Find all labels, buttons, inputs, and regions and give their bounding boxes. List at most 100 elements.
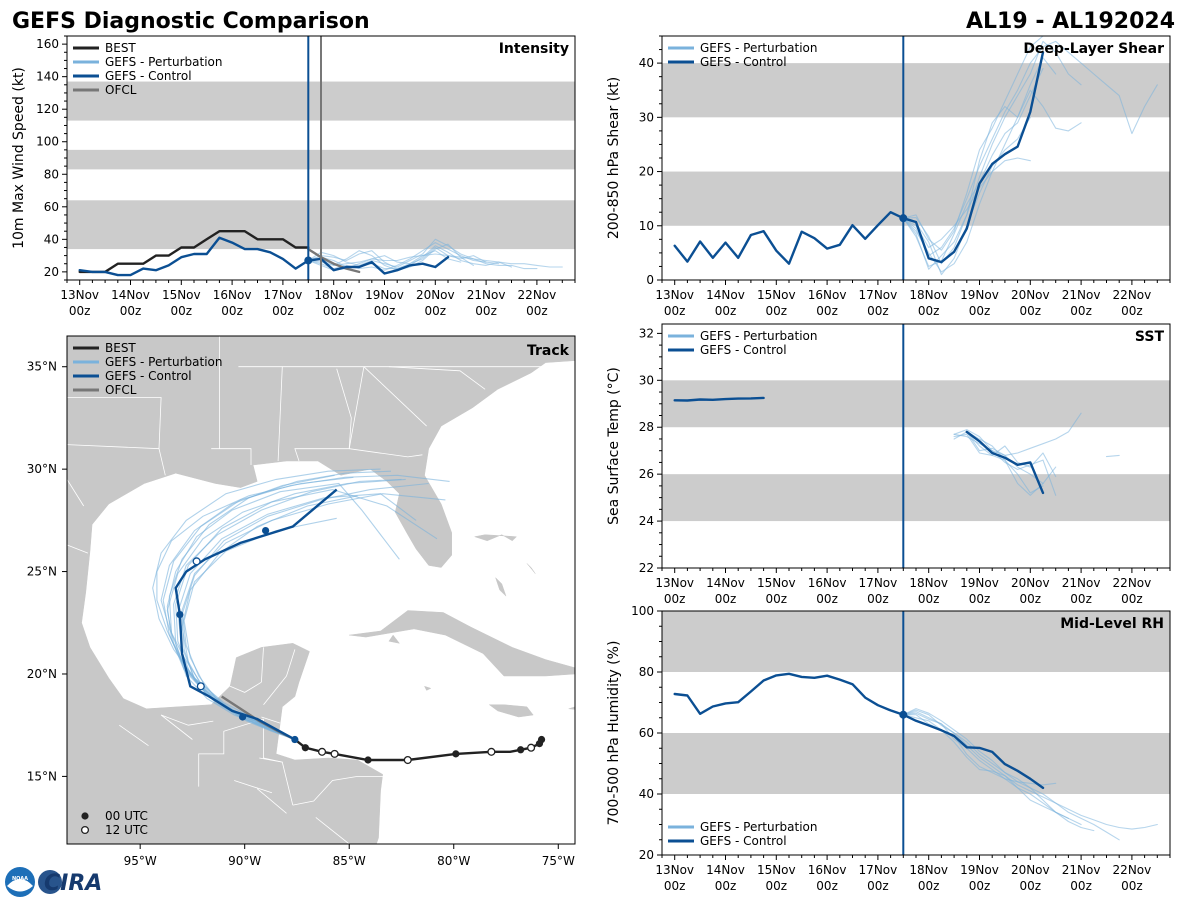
intensity-series-control-1 — [78, 236, 450, 277]
intensity-title: Intensity — [499, 41, 569, 57]
rh-xtick-day: 16Nov — [808, 863, 847, 877]
shear-ytick-label-1: 10 — [639, 219, 654, 233]
rh-xtick-hour: 00z — [969, 879, 991, 893]
sst-legend-label-perturbation: GEFS - Perturbation — [700, 329, 817, 343]
border-line-20 — [160, 714, 214, 726]
shear-series-perturbation-4 — [902, 157, 1031, 249]
control-track-00utc-marker-0 — [291, 735, 299, 744]
shear-xtick-label-2: 15Nov 00z — [757, 288, 796, 318]
rh-legend-label-control: GEFS - Control — [700, 834, 787, 848]
control-track — [174, 488, 338, 741]
sst-ylabel: Sea Surface Temp (°C) — [606, 367, 622, 525]
perturbation-track-12 — [183, 517, 337, 741]
rh-series-perturbation-3 — [902, 714, 1057, 786]
control-track-12utc-marker-1 — [192, 557, 201, 566]
shear-xtick-hour: 00z — [918, 304, 940, 318]
land-polygon-8 — [424, 685, 432, 691]
intensity-xtick-day: 17Nov — [264, 288, 303, 302]
rh-xtick-label-2: 15Nov 00z — [757, 863, 796, 893]
shear-ytick-label-2: 20 — [639, 165, 654, 179]
track-panel: 95°W 90°W 85°W 80°W 75°W 15°N 20°N 25°N 30°N 35°N… — [27, 335, 576, 868]
track-ytick-label-2: 25°N — [27, 565, 57, 579]
rh-series-perturbation-2 — [902, 708, 1120, 841]
track-frame — [66, 335, 576, 845]
rh-xtick-label-1: 14Nov 00z — [706, 863, 745, 893]
border-line-18 — [160, 714, 193, 740]
intensity-ytick-label-2: 60 — [44, 200, 59, 214]
intensity-legend-label-ofcl: OFCL — [105, 83, 137, 97]
shear-ylabel: 200-850 hPa Shear (kt) — [606, 77, 622, 239]
land-polygon-5 — [473, 534, 518, 542]
border-line-24 — [263, 675, 287, 705]
border-line-6 — [336, 368, 352, 449]
shear-series-control-0 — [673, 51, 1045, 265]
rh-series-perturbation-6 — [902, 712, 1069, 819]
sst-legend-label-control: GEFS - Control — [700, 343, 787, 357]
sst-xtick-hour: 00z — [969, 592, 991, 606]
track-legend-00utc-marker — [81, 812, 89, 820]
best-track-00utc-marker-4 — [364, 756, 372, 764]
sst-xtick-hour: 00z — [816, 592, 838, 606]
globe-icon — [38, 870, 62, 894]
best-track-00utc-marker-2 — [517, 746, 525, 754]
perturbation-track-5 — [152, 468, 381, 740]
sst-ytick-label-5: 32 — [639, 326, 654, 340]
sst-xtick-day: 18Nov — [909, 576, 948, 590]
shear-band-1 — [662, 63, 1170, 118]
shear-xtick-day: 17Nov — [859, 288, 898, 302]
sst-band-0 — [662, 474, 1170, 522]
rh-series-control-0 — [673, 672, 1045, 790]
intensity-xtick-hour: 00z — [171, 304, 193, 318]
rh-xtick-hour: 00z — [918, 879, 940, 893]
intensity-xtick-hour: 00z — [323, 304, 345, 318]
border-line-7 — [363, 366, 427, 427]
shear-legend-label-control: GEFS - Control — [700, 55, 787, 69]
intensity-legend-label-perturbation: GEFS - Perturbation — [105, 55, 222, 69]
best-track-12utc-marker-2 — [403, 755, 412, 765]
land-polygon-4 — [495, 577, 507, 597]
rh-xtick-label-9: 22Nov 00z — [1113, 863, 1152, 893]
border-line-4 — [277, 366, 365, 462]
land-polygon-7 — [388, 634, 401, 644]
sst-xtick-day: 22Nov — [1113, 576, 1152, 590]
intensity-xtick-label-8: 21Nov 00z — [467, 288, 506, 318]
intensity-xtick-day: 19Nov — [365, 288, 404, 302]
best-track-00utc-marker-3 — [452, 750, 460, 758]
shear-xtick-label-1: 14Nov 00z — [706, 288, 745, 318]
sst-ytick-label-2: 26 — [639, 467, 654, 481]
shear-ytick-label-4: 40 — [639, 56, 654, 70]
intensity-xtick-hour: 00z — [374, 304, 396, 318]
track-title: Track — [527, 343, 570, 359]
intensity-xtick-hour: 00z — [272, 304, 294, 318]
shear-xtick-day: 16Nov — [808, 288, 847, 302]
sst-xtick-label-5: 18Nov 00z — [909, 576, 948, 606]
sst-xtick-day: 14Nov — [706, 576, 745, 590]
rh-xtick-label-0: 13Nov 00z — [655, 863, 694, 893]
border-line-2 — [211, 448, 252, 465]
sst-xtick-hour: 00z — [664, 592, 686, 606]
rh-band-0 — [662, 733, 1170, 794]
rh-xtick-label-3: 16Nov 00z — [808, 863, 847, 893]
track-legend-label-best: BEST — [105, 341, 136, 355]
track-ytick-label-4: 35°N — [27, 360, 57, 374]
shear-xtick-hour: 00z — [969, 304, 991, 318]
shear-xtick-hour: 00z — [766, 304, 788, 318]
track-legend-utc-label-0: 00 UTC — [105, 809, 148, 823]
intensity-xtick-label-7: 20Nov 00z — [416, 288, 455, 318]
shear-series-perturbation-2 — [902, 36, 1044, 251]
rh-xtick-hour: 00z — [867, 879, 889, 893]
track-xtick-label-0: 95°W — [124, 854, 157, 868]
rh-xtick-day: 13Nov — [655, 863, 694, 877]
sst-xtick-hour: 00z — [1070, 592, 1092, 606]
shear-band-0 — [662, 171, 1170, 226]
noaa-seal-text: NOAA — [12, 876, 28, 882]
shear-xtick-day: 14Nov — [706, 288, 745, 302]
shear-init-marker-0 — [899, 214, 908, 223]
intensity-ytick-label-3: 80 — [44, 167, 59, 181]
border-line-17 — [292, 776, 387, 806]
sst-xtick-hour: 00z — [1121, 592, 1143, 606]
shear-xtick-label-8: 21Nov 00z — [1062, 288, 1101, 318]
border-line-27 — [67, 479, 85, 507]
intensity-ytick-label-7: 160 — [36, 37, 59, 51]
border-line-21 — [229, 681, 262, 693]
